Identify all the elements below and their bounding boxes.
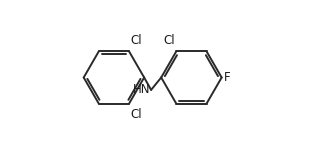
Text: Cl: Cl [131,34,142,47]
Text: Cl: Cl [163,34,175,47]
Text: HN: HN [133,83,150,96]
Text: F: F [224,71,231,84]
Text: Cl: Cl [131,108,142,121]
